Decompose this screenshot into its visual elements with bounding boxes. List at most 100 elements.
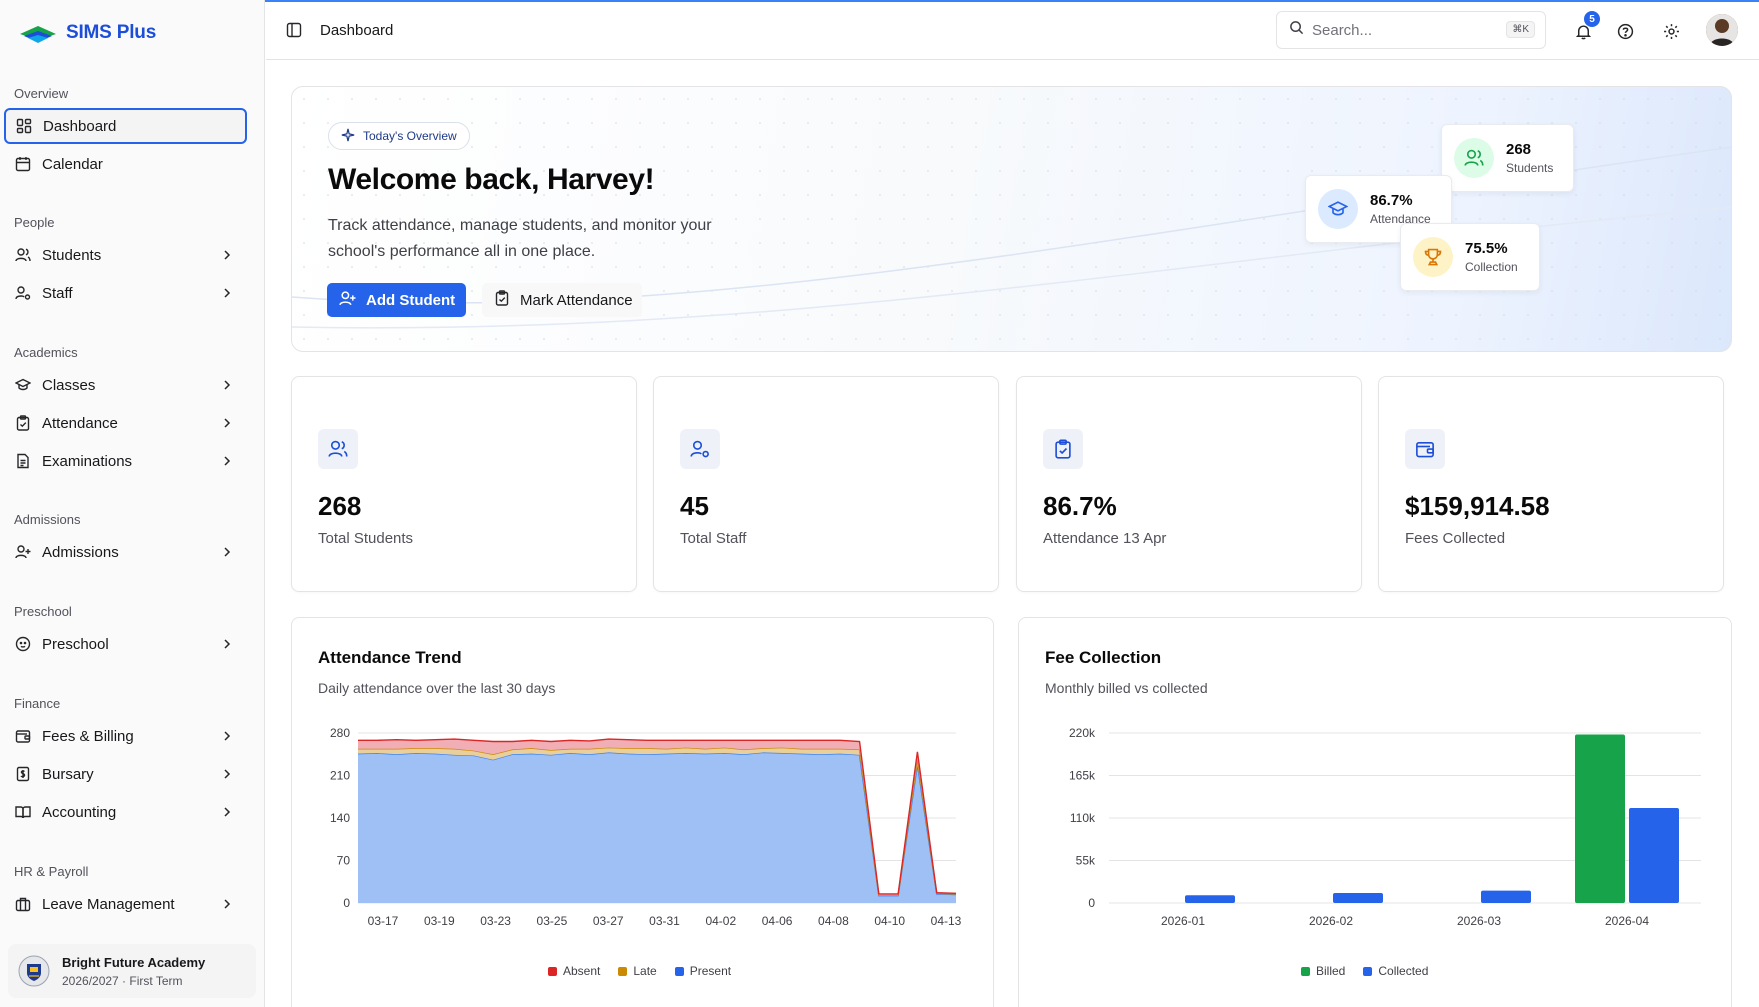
sidebar-item-calendar[interactable]: Calendar (4, 146, 247, 182)
mini-stat-students: 268 Students (1441, 124, 1574, 192)
user-plus-icon (339, 290, 356, 311)
graduation-cap-icon (1318, 189, 1358, 229)
sidebar-item-staff[interactable]: Staff (4, 275, 247, 311)
stat-label: Total Students (318, 530, 414, 547)
attendance-legend: Absent Late Present (548, 964, 731, 978)
sidebar-item-leave-management[interactable]: Leave Management (4, 886, 247, 922)
sidebar: SIMS Plus Overview Dashboard Calendar Pe… (0, 0, 265, 1007)
chevron-right-icon (219, 804, 235, 820)
legend-item-late[interactable]: Late (618, 964, 657, 978)
school-term: 2026/2027 · First Term (62, 973, 183, 988)
app-logo[interactable]: SIMS Plus (18, 22, 156, 44)
sidebar-item-accounting[interactable]: Accounting (4, 794, 247, 830)
bell-icon (1575, 24, 1591, 39)
attendance-area-chart[interactable]: 0 70 140 210 280 03-17 03-19 03-23 03-25 03-27 03-… (292, 618, 995, 958)
sidebar-item-admissions[interactable]: Admissions (4, 534, 247, 570)
bar-collected[interactable] (1481, 890, 1531, 903)
fee-bar-chart[interactable]: 0 55k 110k 165k 220k 2026-01 2026-02 2026-03 202… (1019, 618, 1733, 958)
stat-label: Fees Collected (1405, 530, 1506, 547)
calendar-icon (14, 155, 32, 173)
sidebar-item-label: Staff (42, 284, 73, 302)
sidebar-item-label: Calendar (42, 155, 103, 173)
sidebar-item-label: Students (42, 246, 102, 264)
header: Dashboard ⌘K 5 (266, 2, 1759, 60)
dashboard-icon (15, 117, 33, 135)
sidebar-item-bursary[interactable]: Bursary (4, 756, 247, 792)
chevron-right-icon (219, 766, 235, 782)
x-tick-label: 2026-04 (1605, 914, 1649, 928)
stat-card-fees[interactable]: $159,914.58 Fees Collected (1378, 376, 1724, 592)
area-present[interactable] (358, 752, 956, 903)
chevron-right-icon (219, 247, 235, 263)
notification-count-badge: 5 (1584, 11, 1600, 27)
attendance-trend-card: Attendance Trend Daily attendance over t… (291, 617, 994, 1007)
mini-collection-label: Collection (1465, 260, 1518, 274)
search-box[interactable]: ⌘K (1276, 11, 1546, 49)
group-label-preschool: Preschool (14, 604, 72, 619)
add-student-button[interactable]: Add Student (327, 283, 466, 317)
top-accent-bar (0, 0, 1759, 2)
gear-icon (1663, 23, 1679, 39)
chevron-right-icon (219, 896, 235, 912)
sidebar-item-dashboard[interactable]: Dashboard (4, 108, 247, 144)
x-tick-label: 2026-02 (1309, 914, 1353, 928)
sidebar-item-attendance[interactable]: Attendance (4, 405, 247, 441)
bar-collected[interactable] (1185, 895, 1235, 903)
x-tick-label: 03-31 (649, 914, 680, 928)
bar-collected[interactable] (1333, 892, 1383, 903)
stat-label: Attendance 13 Apr (1043, 530, 1167, 547)
sidebar-item-examinations[interactable]: Examinations (4, 443, 247, 479)
legend-item-billed[interactable]: Billed (1301, 964, 1345, 978)
user-cog-icon (680, 429, 720, 469)
mini-students-value: 268 (1506, 141, 1532, 158)
x-tick-label: 04-06 (762, 914, 793, 928)
mark-attendance-button[interactable]: Mark Attendance (482, 283, 642, 317)
sidebar-item-fees-billing[interactable]: Fees & Billing (4, 718, 247, 754)
sidebar-item-students[interactable]: Students (4, 237, 247, 273)
app-name: SIMS Plus (66, 22, 157, 43)
school-switcher[interactable]: Bright Future Academy 2026/2027 · First … (8, 944, 256, 998)
add-student-label: Add Student (366, 291, 456, 309)
chevron-right-icon (219, 377, 235, 393)
notifications-button[interactable]: 5 (1572, 11, 1600, 42)
y-tick-label: 0 (343, 896, 350, 910)
x-tick-label: 2026-01 (1161, 914, 1205, 928)
sidebar-item-label: Dashboard (43, 117, 117, 135)
y-tick-label: 0 (1088, 896, 1095, 910)
y-tick-label: 165k (1069, 769, 1096, 783)
trophy-icon (1413, 237, 1453, 277)
search-input[interactable] (1312, 21, 1492, 39)
legend-item-absent[interactable]: Absent (548, 964, 600, 978)
help-button[interactable] (1614, 20, 1636, 42)
stat-card-students[interactable]: 268 Total Students (291, 376, 637, 592)
user-avatar[interactable] (1706, 14, 1738, 46)
bar-billed[interactable] (1575, 734, 1625, 903)
mini-collection-value: 75.5% (1465, 240, 1508, 257)
bar-collected[interactable] (1629, 807, 1679, 903)
clipboard-check-icon (1043, 429, 1083, 469)
mini-students-label: Students (1506, 161, 1554, 175)
sidebar-item-label: Bursary (42, 765, 94, 783)
x-tick-label: 04-02 (705, 914, 736, 928)
stat-card-staff[interactable]: 45 Total Staff (653, 376, 999, 592)
x-tick-label: 03-17 (368, 914, 399, 928)
group-label-people: People (14, 215, 55, 230)
wallet-icon (1405, 429, 1445, 469)
chevron-right-icon (219, 415, 235, 431)
legend-item-collected[interactable]: Collected (1363, 964, 1428, 978)
book-open-icon (14, 803, 32, 821)
stat-card-attendance[interactable]: 86.7% Attendance 13 Apr (1016, 376, 1362, 592)
sidebar-item-preschool[interactable]: Preschool (4, 626, 247, 662)
x-tick-label: 03-19 (424, 914, 455, 928)
school-name: Bright Future Academy (62, 954, 206, 970)
y-tick-label: 70 (337, 854, 351, 868)
sidebar-toggle-icon[interactable] (286, 22, 302, 43)
sidebar-item-classes[interactable]: Classes (4, 367, 247, 403)
legend-item-present[interactable]: Present (674, 964, 731, 978)
group-label-admissions: Admissions (14, 512, 81, 527)
settings-button[interactable] (1660, 20, 1682, 42)
chevron-right-icon (219, 453, 235, 469)
y-tick-label: 280 (330, 726, 350, 740)
welcome-subtitle: Track attendance, manage students, and m… (328, 217, 712, 260)
help-circle-icon (1617, 23, 1633, 39)
